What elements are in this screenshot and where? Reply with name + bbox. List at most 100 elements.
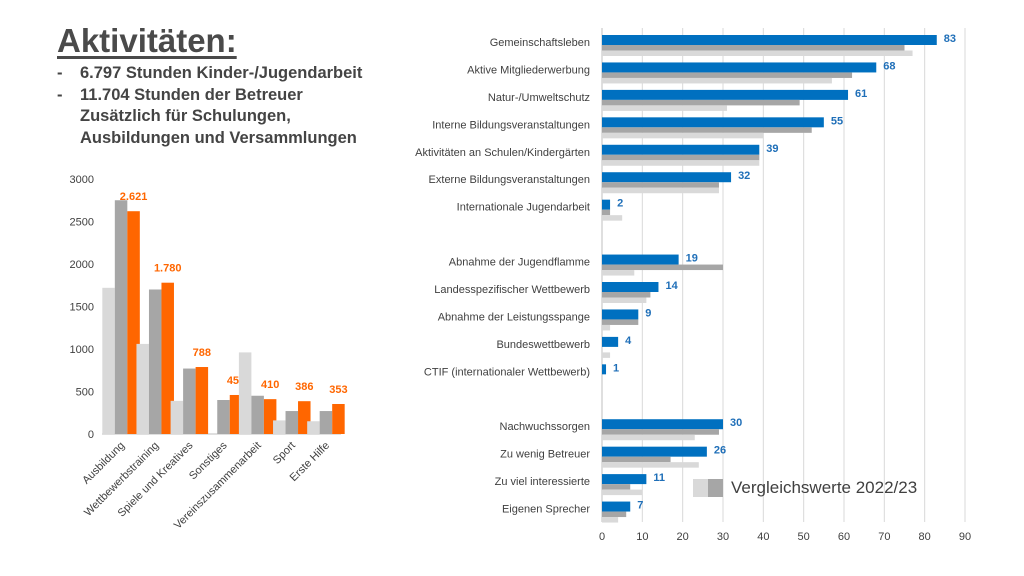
- x-tick-label: 20: [677, 531, 689, 543]
- data-label: 1.780: [154, 263, 182, 275]
- data-label: 32: [738, 170, 750, 182]
- bar: [161, 282, 174, 434]
- y-tick-label: Abnahme der Leistungsspange: [438, 311, 590, 323]
- data-label: 9: [645, 307, 651, 319]
- data-label: 2: [617, 198, 623, 210]
- y-tick-label: 0: [88, 429, 94, 441]
- x-tick-label: 10: [636, 531, 648, 543]
- y-tick-label: Interne Bildungsveranstaltungen: [432, 119, 590, 131]
- bar: [195, 367, 209, 434]
- data-label: 30: [730, 417, 742, 429]
- bar: [602, 199, 611, 210]
- bar: [170, 400, 184, 434]
- bar: [602, 364, 607, 375]
- legend-swatch: [693, 479, 723, 497]
- y-tick-label: 1500: [70, 302, 94, 314]
- bar: [602, 309, 639, 320]
- data-label: 2.621: [120, 191, 148, 203]
- bar: [602, 127, 812, 133]
- bar: [602, 99, 800, 106]
- x-tick-label: 60: [838, 531, 850, 543]
- bar: [602, 474, 647, 485]
- x-tick-label: 50: [798, 531, 810, 543]
- bar: [602, 511, 627, 518]
- bar: [251, 395, 264, 434]
- y-tick-label: Zu viel interessierte: [495, 476, 590, 488]
- data-label: 83: [944, 33, 956, 45]
- legend-label: Vergleichswerte 2022/23: [731, 478, 918, 497]
- y-tick-label: Bundeswettbewerb: [496, 339, 590, 351]
- data-label: 55: [831, 115, 843, 127]
- bar: [602, 501, 631, 512]
- bar: [602, 35, 937, 45]
- bar: [602, 77, 832, 84]
- data-label: 19: [686, 253, 698, 265]
- data-label: 26: [714, 445, 726, 457]
- y-tick-label: Zu wenig Betreuer: [500, 449, 590, 461]
- bullet-continuation: Ausbildungen und Versammlungen: [80, 128, 357, 147]
- bar: [602, 264, 723, 271]
- bar: [217, 400, 230, 434]
- data-label: 68: [883, 60, 895, 72]
- bar: [602, 462, 699, 468]
- bar: [602, 62, 877, 73]
- x-tick-label: 0: [599, 531, 605, 543]
- y-tick-label: Internationale Jugendarbeit: [457, 202, 590, 214]
- bar: [136, 343, 149, 434]
- bar: [602, 352, 611, 358]
- x-tick-label: 90: [959, 531, 971, 543]
- bar: [602, 446, 707, 457]
- y-tick-label: 500: [76, 387, 94, 399]
- data-label: 4: [625, 335, 632, 347]
- bar: [602, 209, 611, 216]
- bar: [602, 324, 611, 331]
- bar: [602, 144, 760, 155]
- bar: [602, 297, 647, 303]
- bullet-list: 6.797 Stunden Kinder-/Jugendarbeit 11.70…: [57, 63, 387, 149]
- data-label: 14: [665, 280, 678, 292]
- y-tick-label: Aktivitäten an Schulen/Kindergärten: [415, 147, 590, 159]
- bar: [273, 420, 286, 434]
- bar: [307, 421, 320, 434]
- bar: [602, 182, 719, 188]
- y-tick-label: Externe Bildungsveranstaltungen: [429, 174, 590, 186]
- bar: [602, 254, 679, 265]
- bar: [602, 89, 849, 100]
- slide-title: Aktivitäten:: [57, 22, 237, 59]
- bar: [602, 484, 631, 490]
- data-label: 11: [653, 472, 665, 484]
- bar: [602, 336, 619, 347]
- bar: [602, 45, 905, 51]
- bar: [602, 292, 651, 298]
- y-tick-label: Aktive Mitgliederwerbung: [467, 64, 590, 76]
- bar: [602, 429, 719, 435]
- bar: [114, 200, 128, 434]
- bar: [319, 411, 333, 434]
- y-tick-label: Landesspezifischer Wettbewerb: [434, 284, 590, 296]
- data-label: 353: [329, 384, 347, 396]
- bullet-item: 6.797 Stunden Kinder-/Jugendarbeit: [57, 63, 387, 85]
- bar: [602, 160, 760, 166]
- bar: [148, 289, 162, 434]
- bullet-continuation: Zusätzlich für Schulungen,: [80, 107, 291, 125]
- data-label: 386: [295, 381, 313, 393]
- bar: [602, 132, 764, 139]
- data-label: 61: [855, 88, 867, 100]
- y-tick-label: 1000: [70, 344, 94, 356]
- x-tick-label: 80: [919, 531, 931, 543]
- data-label: 39: [766, 143, 778, 155]
- data-label: 7: [637, 500, 643, 512]
- y-tick-label: 2000: [70, 259, 94, 271]
- y-tick-label: Gemeinschaftsleben: [490, 37, 590, 49]
- bar: [602, 154, 760, 161]
- bullet-item: 11.704 Stunden der Betreuer: [57, 85, 387, 107]
- bar: [183, 368, 196, 434]
- bar: [602, 434, 695, 441]
- x-tick-label: 70: [878, 531, 890, 543]
- bar: [602, 489, 643, 496]
- y-tick-label: Natur-/Umweltschutz: [488, 92, 590, 104]
- bar: [602, 215, 623, 221]
- data-label: 410: [261, 379, 279, 391]
